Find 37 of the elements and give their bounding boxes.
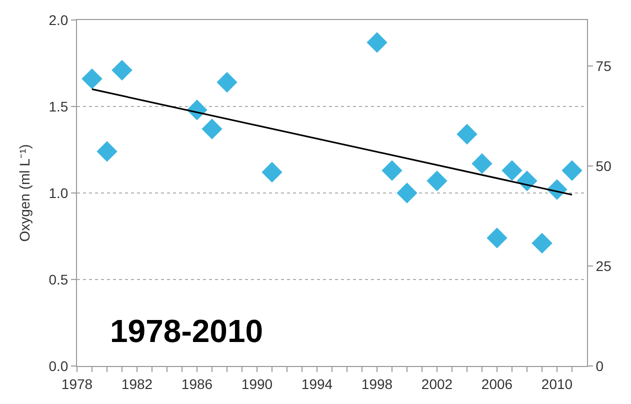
point (80, 67, 104, 90)
point (395, 181, 419, 205)
x-tick-label: 1990 (241, 376, 273, 392)
point (560, 158, 584, 182)
y-tick-label: 1.0 (48, 184, 68, 201)
y-tick-label: 0.0 (48, 358, 68, 374)
x-tick-label: 1998 (361, 376, 393, 392)
point (110, 58, 134, 82)
y-axis-title: Oxygen (ml L⁻¹) (16, 144, 32, 242)
point (365, 30, 389, 54)
point (215, 70, 239, 94)
y2-tick-label: 50 (596, 158, 612, 174)
x-tick-label: 1978 (61, 376, 93, 392)
x-tick-label: 2002 (421, 376, 453, 392)
point (485, 226, 509, 250)
point (530, 232, 554, 255)
point (200, 117, 224, 141)
x-tick-label: 2010 (541, 376, 573, 392)
point (455, 122, 479, 146)
y2-tick-label: 0 (596, 358, 604, 374)
y-tick-label: 0.5 (48, 271, 68, 288)
y2-tick-label: 25 (596, 258, 612, 274)
x-tick-label: 1982 (121, 376, 153, 392)
x-tick-label: 2006 (481, 376, 513, 392)
point (515, 169, 539, 192)
y-tick-label: 1.5 (48, 98, 68, 114)
point (425, 169, 449, 192)
point (470, 152, 494, 176)
x-tick-label: 1986 (181, 376, 213, 392)
point (95, 140, 119, 164)
point (380, 158, 404, 182)
y-tick-label: 2.0 (48, 12, 68, 28)
point (500, 158, 524, 182)
point (260, 160, 284, 184)
y2-tick-label: 75 (596, 58, 612, 74)
annotation: 1978-2010 (110, 313, 264, 349)
x-tick-label: 1994 (301, 376, 333, 392)
